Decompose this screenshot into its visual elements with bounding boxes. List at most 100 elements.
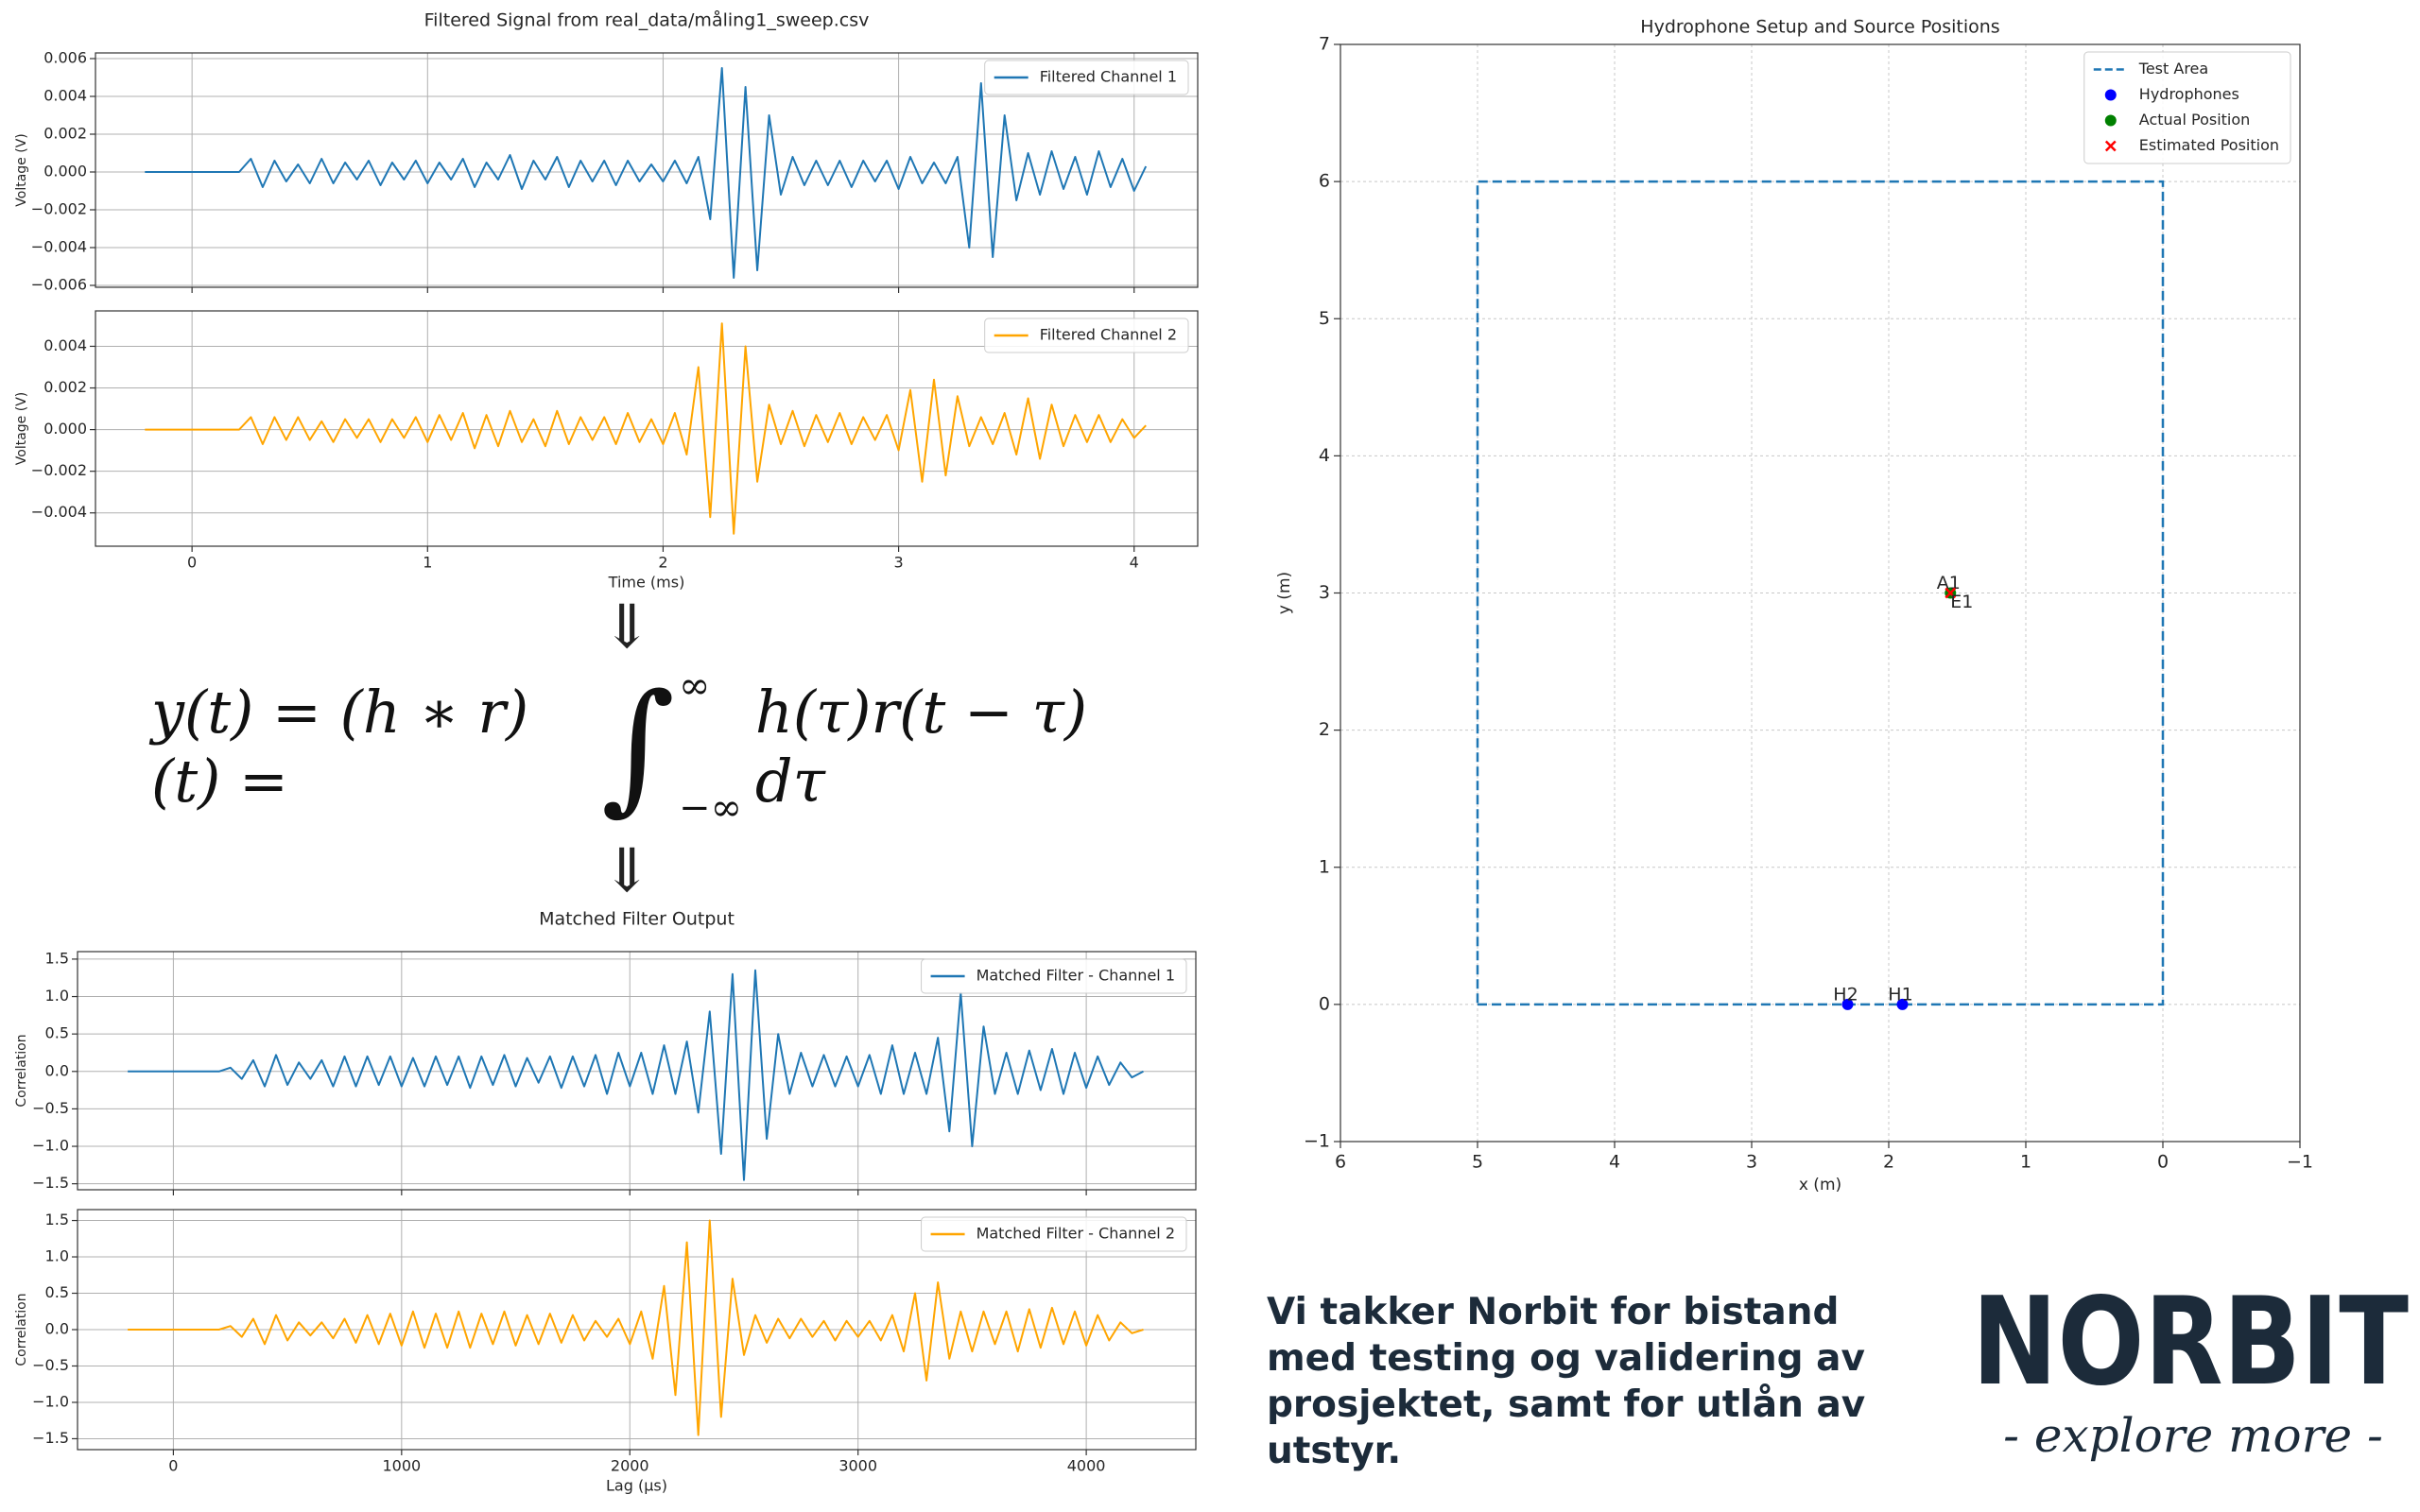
legend: Filtered Channel 2	[984, 318, 1189, 353]
y-tick-label: −0.004	[31, 238, 87, 256]
x-tick-label: 3000	[838, 1457, 877, 1475]
legend-box	[2083, 51, 2291, 164]
x-tick-label: 1000	[382, 1457, 421, 1475]
marker	[2104, 114, 2117, 127]
y-axis-label: y (m)	[1275, 572, 1294, 614]
plot-frame	[77, 951, 1197, 1191]
y-tick-label: 1.5	[45, 1211, 69, 1228]
y-tick-label: 0.004	[43, 336, 87, 354]
y-tick-label: 5	[1319, 308, 1330, 329]
y-tick-label: 0.002	[43, 378, 87, 396]
y-tick-label: 7	[1319, 34, 1330, 55]
marker	[2104, 89, 2117, 101]
x-tick-label: 4	[1609, 1152, 1620, 1173]
legend-label: Hydrophones	[2139, 85, 2239, 103]
y-tick-label: 1.5	[45, 949, 69, 967]
equation-integrand: h(τ)r(t − τ) dτ	[754, 678, 1088, 816]
y-tick-label: 1.0	[45, 1247, 69, 1265]
x-tick-label: 2	[1883, 1152, 1894, 1173]
ack-line: med testing og validering av	[1267, 1337, 1865, 1380]
marker	[1896, 998, 1909, 1010]
legend: Matched Filter - Channel 2	[921, 1216, 1187, 1252]
legend: Matched Filter - Channel 1	[921, 958, 1187, 994]
y-axis-label: Correlation	[14, 1034, 29, 1107]
y-tick-label: −0.002	[31, 200, 87, 218]
y-tick-label: 2	[1319, 719, 1330, 740]
plot-frame	[95, 52, 1199, 288]
y-tick-label: 0.002	[43, 125, 87, 143]
y-tick-label: −0.5	[32, 1099, 69, 1117]
legend-label: Test Area	[2138, 60, 2208, 77]
y-tick-label: −1.5	[32, 1429, 69, 1447]
plot-frame	[77, 1209, 1197, 1451]
y-tick-label: 4	[1319, 445, 1330, 466]
y-tick-label: 1.0	[45, 987, 69, 1005]
legend-box	[921, 1216, 1187, 1252]
y-tick-label: 0.004	[43, 87, 87, 105]
ack-line: utstyr.	[1267, 1430, 1402, 1472]
x-tick-label: 0	[187, 554, 197, 572]
signal-line	[128, 969, 1144, 1181]
legend-box	[921, 958, 1187, 994]
point-label: E1	[1950, 592, 1973, 612]
x-tick-label: 3	[1746, 1152, 1757, 1173]
y-axis-label: Voltage (V)	[14, 392, 29, 465]
x-axis-label: x (m)	[1799, 1176, 1841, 1194]
acknowledgement: Vi takker Norbit for bistand med testing…	[1267, 1289, 1865, 1474]
marker	[1841, 998, 1854, 1010]
legend-label: Actual Position	[2139, 111, 2251, 129]
y-tick-label: 0.000	[43, 420, 87, 438]
signal-line	[145, 67, 1148, 279]
plot-frame	[1340, 43, 2301, 1143]
y-tick-label: −0.002	[31, 461, 87, 479]
y-tick-label: −0.006	[31, 276, 87, 294]
arrow: ⇓	[601, 593, 652, 662]
equation-lhs: y(t) = (h ∗ r)(t) =	[151, 678, 529, 816]
legend-label: Estimated Position	[2139, 136, 2279, 154]
signal-line	[145, 322, 1147, 535]
x-tick-label: 4	[1130, 554, 1139, 572]
y-tick-label: −1	[1304, 1131, 1330, 1152]
chart-title: Filtered Signal from real_data/måling1_s…	[424, 9, 870, 31]
logo-tagline: - explore more -	[2003, 1408, 2383, 1463]
y-tick-label: −0.5	[32, 1356, 69, 1374]
legend-box	[984, 60, 1189, 95]
logo: NORBIT	[1972, 1285, 2409, 1399]
x-tick-label: 2000	[611, 1457, 649, 1475]
x-tick-label: 0	[168, 1457, 178, 1475]
y-tick-label: 6	[1319, 171, 1330, 192]
y-tick-label: 0.5	[45, 1283, 69, 1301]
test-area-outline	[1476, 180, 2165, 1006]
legend-label: Matched Filter - Channel 2	[977, 1225, 1175, 1243]
point-label: H2	[1833, 984, 1858, 1005]
y-tick-label: 1	[1319, 856, 1330, 877]
y-tick-label: −1.5	[32, 1174, 69, 1192]
logo-wordmark: NORBIT	[1972, 1285, 2409, 1399]
y-tick-label: −1.0	[32, 1137, 69, 1155]
legend-label: Filtered Channel 2	[1040, 326, 1177, 344]
legend-box	[984, 318, 1189, 353]
chart-title: Hydrophone Setup and Source Positions	[1640, 17, 1999, 38]
y-axis-label: Voltage (V)	[14, 133, 29, 206]
ack-line: prosjektet, samt for utlån av	[1267, 1383, 1866, 1426]
y-tick-label: 0.5	[45, 1024, 69, 1042]
legend-label: Matched Filter - Channel 1	[977, 967, 1175, 985]
marker-stroke	[2104, 140, 2117, 152]
marker	[2104, 140, 2117, 152]
point-label: H1	[1888, 984, 1912, 1005]
y-tick-label: 0.000	[43, 163, 87, 180]
marker-stroke	[1945, 587, 1957, 599]
lower-limit: −∞	[679, 785, 742, 830]
x-tick-label: 3	[893, 554, 903, 572]
y-tick-label: 0.0	[45, 1320, 69, 1338]
x-tick-label: 6	[1335, 1152, 1346, 1173]
y-tick-label: 0.006	[43, 49, 87, 67]
plot-frame	[95, 310, 1199, 547]
chart-title: Matched Filter Output	[539, 909, 735, 930]
integral-limits: ∞ −∞	[679, 664, 742, 830]
ack-line: Vi takker Norbit for bistand	[1267, 1291, 1840, 1333]
marker	[1945, 587, 1957, 599]
signal-line	[128, 1219, 1144, 1436]
